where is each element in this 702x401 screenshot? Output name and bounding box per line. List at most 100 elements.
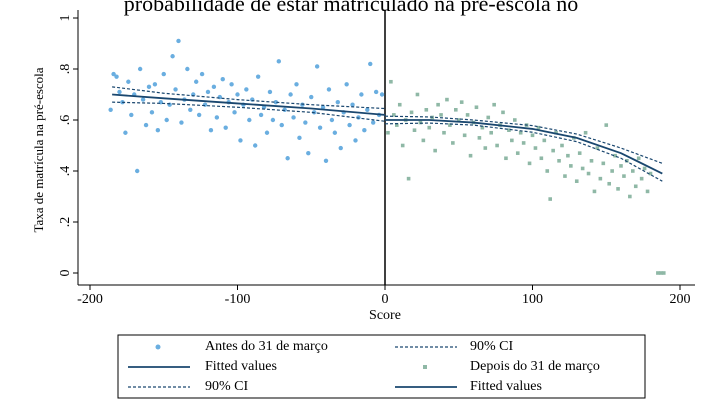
- data-point: [335, 99, 340, 105]
- data-point: [489, 130, 493, 135]
- x-tick-label: -200: [77, 292, 103, 307]
- data-point: [436, 102, 440, 107]
- data-point: [409, 110, 414, 115]
- data-point: [253, 143, 258, 148]
- data-point: [270, 117, 276, 123]
- data-point: [622, 174, 626, 178]
- data-point: [551, 148, 555, 153]
- data-point: [143, 122, 149, 128]
- data-point: [412, 128, 417, 132]
- data-point: [217, 94, 222, 100]
- data-point: [379, 92, 385, 97]
- data-point: [400, 143, 405, 148]
- data-point: [648, 171, 653, 176]
- data-point: [137, 66, 143, 72]
- data-point: [111, 71, 116, 77]
- y-tick-label: 0: [58, 270, 73, 277]
- data-point: [542, 138, 547, 143]
- data-point: [636, 156, 641, 161]
- data-point: [140, 97, 146, 102]
- fit-line: [112, 93, 386, 116]
- data-point: [306, 150, 311, 156]
- data-point: [267, 89, 273, 95]
- data-point: [456, 118, 461, 122]
- data-point: [176, 38, 181, 44]
- legend-label: Fitted values: [205, 359, 277, 374]
- data-point: [566, 153, 570, 158]
- data-point: [123, 130, 128, 135]
- data-point: [368, 61, 373, 67]
- data-point: [362, 128, 367, 133]
- data-point: [415, 92, 420, 97]
- data-point: [554, 130, 558, 135]
- data-point: [406, 176, 411, 181]
- data-point: [518, 130, 523, 135]
- data-point: [258, 112, 264, 118]
- legend-marker: [423, 365, 427, 369]
- data-point: [332, 130, 338, 135]
- data-point: [628, 194, 632, 199]
- data-point: [347, 122, 352, 128]
- data-point: [117, 89, 122, 95]
- data-point: [314, 64, 320, 69]
- data-point: [439, 113, 443, 117]
- data-point: [185, 66, 190, 72]
- data-point: [232, 110, 237, 115]
- data-point: [205, 89, 211, 95]
- data-point: [521, 141, 526, 145]
- y-tick-label: .2: [58, 217, 73, 228]
- data-point: [533, 146, 538, 150]
- x-tick-label: 200: [670, 292, 691, 307]
- y-tick-label: .4: [58, 166, 73, 177]
- data-point: [465, 113, 470, 117]
- data-point: [353, 138, 358, 143]
- data-point: [645, 189, 650, 194]
- data-point: [188, 107, 193, 113]
- data-point: [161, 71, 166, 77]
- data-point: [146, 84, 152, 90]
- data-point: [577, 151, 582, 155]
- data-point: [214, 115, 220, 120]
- data-point: [527, 161, 532, 166]
- legend-marker: [155, 344, 161, 350]
- data-point: [563, 174, 567, 178]
- data-point: [454, 108, 458, 112]
- data-point: [194, 79, 199, 84]
- data-point: [530, 133, 535, 138]
- data-point: [586, 171, 591, 176]
- data-point: [595, 146, 600, 150]
- data-point: [633, 184, 638, 189]
- data-point: [320, 105, 326, 110]
- data-point: [317, 125, 323, 130]
- data-point: [607, 181, 611, 186]
- data-point: [291, 115, 296, 120]
- data-point: [462, 133, 467, 138]
- data-point: [427, 125, 432, 130]
- legend-box: [117, 334, 646, 399]
- data-point: [114, 74, 119, 79]
- data-point: [445, 97, 449, 102]
- data-point: [392, 113, 396, 117]
- data-point: [659, 271, 663, 275]
- data-point: [244, 87, 249, 92]
- data-point: [135, 168, 140, 174]
- data-point: [350, 102, 355, 107]
- data-point: [486, 115, 491, 120]
- data-point: [580, 166, 585, 171]
- data-point: [639, 176, 644, 181]
- data-point: [247, 117, 252, 123]
- data-point: [288, 92, 293, 97]
- data-point: [282, 107, 287, 113]
- data-point: [202, 102, 208, 107]
- data-point: [598, 176, 603, 181]
- data-point: [642, 166, 647, 171]
- chart-title: probabilidade de estar matriculado na pr…: [124, 0, 578, 16]
- data-point: [480, 125, 485, 130]
- data-point: [448, 123, 452, 127]
- data-point: [264, 130, 270, 135]
- data-point: [557, 159, 561, 163]
- data-point: [604, 123, 609, 127]
- data-point: [179, 120, 184, 125]
- data-point: [545, 169, 550, 173]
- data-point: [199, 71, 205, 77]
